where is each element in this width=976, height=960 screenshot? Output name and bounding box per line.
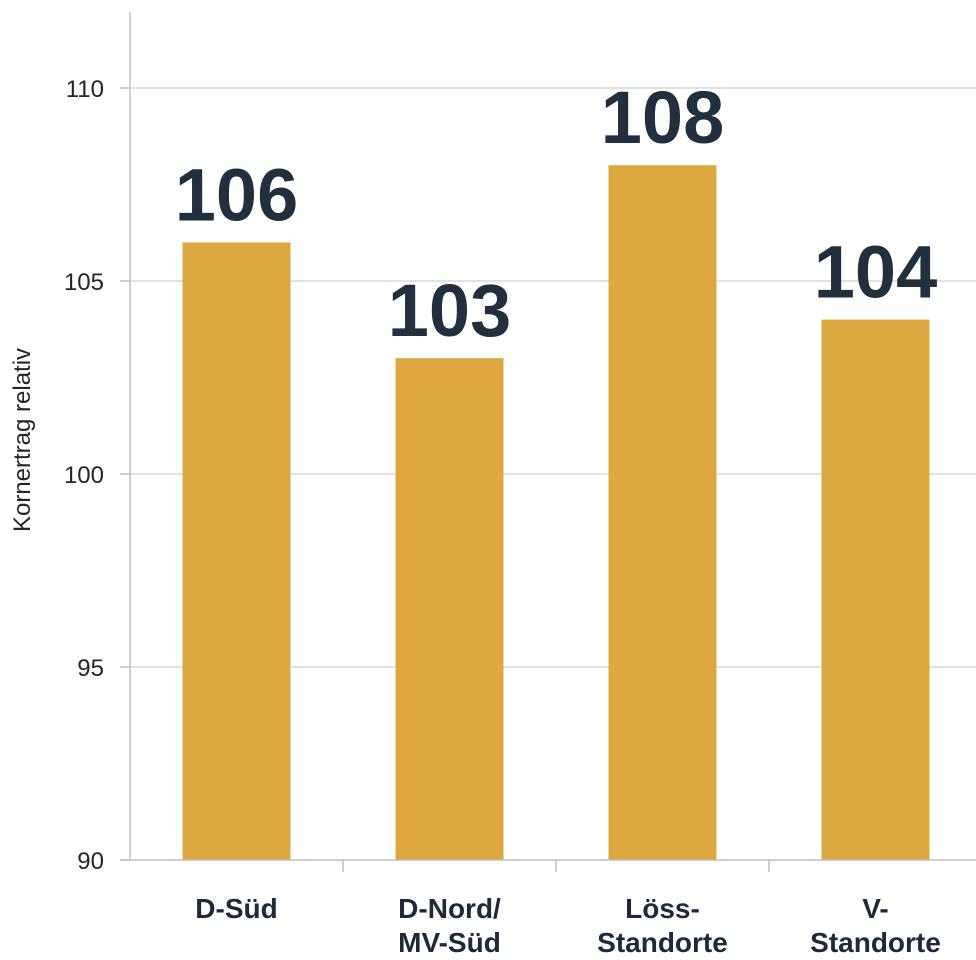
y-tick-label: 105 xyxy=(64,269,104,296)
x-tick-label: D-Nord/MV-Süd xyxy=(398,893,501,958)
x-tick-label: D-Süd xyxy=(195,893,277,924)
y-tick-label: 90 xyxy=(77,848,104,875)
y-tick-label: 110 xyxy=(66,76,104,103)
bar xyxy=(821,319,930,861)
y-tick-label: 100 xyxy=(64,462,104,489)
data-labels: 106 103 108 104 xyxy=(175,76,937,352)
data-label: 108 xyxy=(601,76,724,159)
y-tick-labels: 90 95 100 105 110 xyxy=(64,76,104,875)
bar xyxy=(395,358,504,860)
y-axis-title: Kornertrag relativ xyxy=(9,348,36,532)
bar xyxy=(182,242,291,860)
y-tick-label: 95 xyxy=(77,655,104,682)
x-tick-labels: D-Süd D-Nord/MV-Süd Löss-Standorte V-Stando… xyxy=(195,893,941,958)
x-tick-label: Löss-Standorte xyxy=(597,893,728,958)
data-label: 104 xyxy=(814,231,937,314)
data-label: 106 xyxy=(175,153,298,236)
bar xyxy=(608,165,717,860)
bars xyxy=(182,165,930,861)
axes xyxy=(120,12,976,872)
x-tick-label: V-Standorte xyxy=(810,893,941,958)
data-label: 103 xyxy=(388,269,511,352)
